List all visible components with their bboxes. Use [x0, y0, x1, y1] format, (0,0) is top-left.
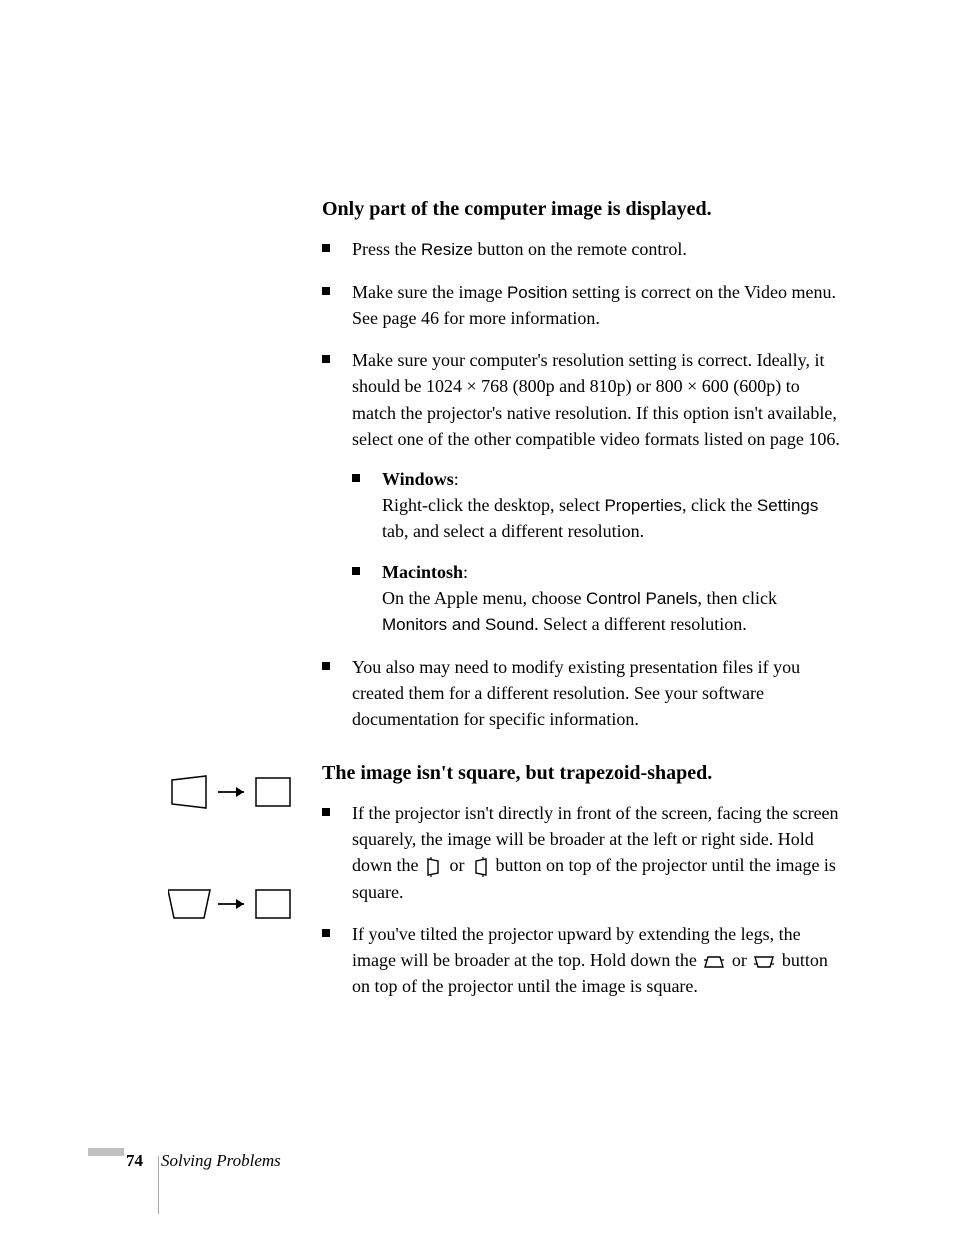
list-item: Make sure the image Position setting is … [322, 279, 842, 332]
margin-figure-keystone-h [168, 772, 298, 817]
list-item: Windows:Right-click the desktop, select … [352, 466, 842, 545]
section-heading: Only part of the computer image is displ… [322, 196, 842, 222]
main-content: Only part of the computer image is displ… [322, 196, 842, 1027]
bullet-list: Press the Resize button on the remote co… [322, 236, 842, 732]
page: Only part of the computer image is displ… [0, 0, 954, 1235]
section-heading: The image isn't square, but trapezoid-sh… [322, 760, 842, 786]
list-item: If the projector isn't directly in front… [322, 800, 842, 904]
section-title: Solving Problems [161, 1151, 281, 1171]
list-item: Macintosh:On the Apple menu, choose Cont… [352, 559, 842, 638]
list-item: Press the Resize button on the remote co… [322, 236, 842, 263]
list-item-text: Make sure your computer's resolution set… [352, 350, 840, 448]
list-item: If you've tilted the projector upward by… [322, 921, 842, 999]
margin-figure-keystone-v [168, 884, 298, 929]
list-item: Make sure your computer's resolution set… [322, 347, 842, 638]
bullet-list: If the projector isn't directly in front… [322, 800, 842, 999]
sub-bullet-list: Windows:Right-click the desktop, select … [352, 466, 842, 638]
list-item: You also may need to modify existing pre… [322, 654, 842, 732]
page-number: 74 [126, 1151, 143, 1171]
page-footer: 74 Solving Problems [126, 1151, 281, 1171]
gutter-bar [88, 1148, 124, 1156]
